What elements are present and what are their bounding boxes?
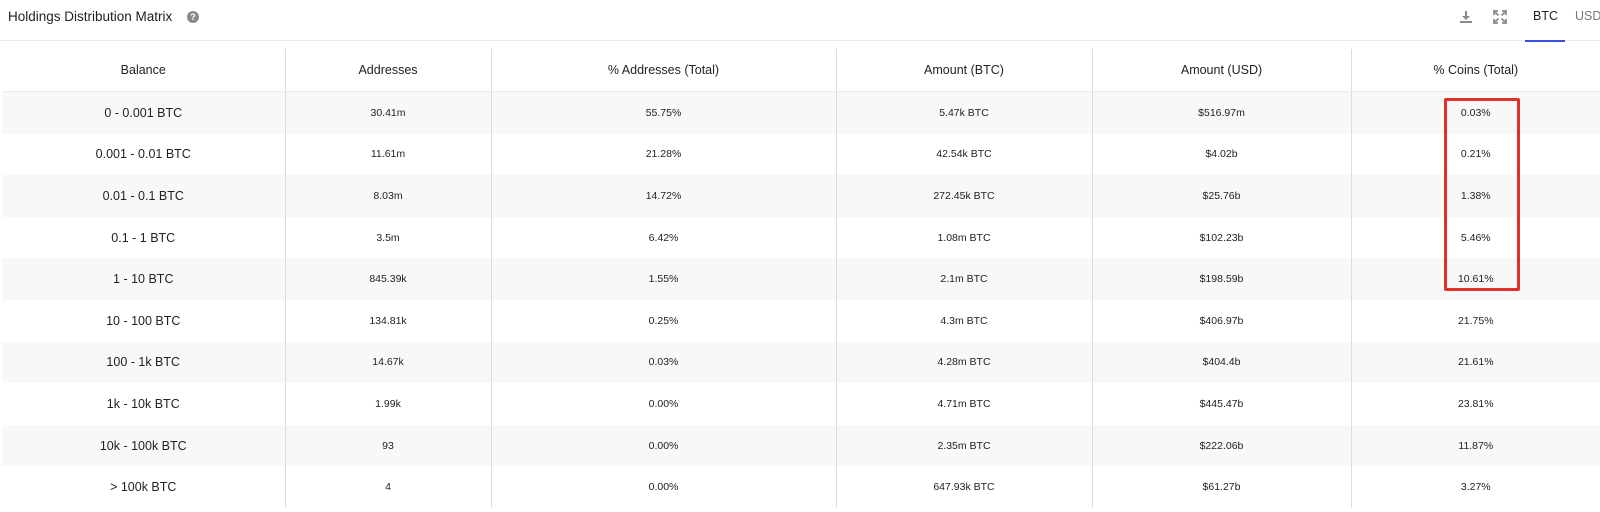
amount-btc-cell: 272.45k BTC: [835, 175, 1092, 217]
amount-btc-cell: 5.47k BTC: [835, 91, 1092, 134]
addresses-cell: 8.03m: [284, 175, 491, 217]
balance-cell: 1k - 10k BTC: [2, 383, 285, 425]
download-icon[interactable]: [1457, 8, 1475, 26]
table-row: 10 - 100 BTC 134.81k 0.25% 4.3m BTC $406.97b…: [2, 299, 1600, 342]
amount-btc-cell: 1.08m BTC: [835, 216, 1092, 259]
pct-addresses-cell: 55.75%: [490, 91, 836, 134]
amount-btc-cell: 647.93k BTC: [835, 466, 1092, 508]
active-tab-indicator: [1525, 40, 1565, 42]
table-row: 0 - 0.001 BTC 30.41m 55.75% 5.47k BTC $516.9…: [2, 91, 1600, 134]
pct-addresses-cell: 6.42%: [490, 216, 836, 259]
amount-usd-cell: $25.76b: [1091, 175, 1351, 217]
pct-addresses-cell: 14.72%: [490, 175, 836, 217]
pct-coins-cell: 23.81%: [1350, 383, 1600, 425]
pct-addresses-cell: 0.03%: [490, 341, 836, 384]
pct-addresses-cell: 0.00%: [490, 466, 836, 508]
addresses-cell: 11.61m: [284, 133, 491, 176]
pct-addresses-cell: 0.00%: [490, 424, 836, 467]
panel-title: Holdings Distribution Matrix: [8, 9, 173, 24]
pct-coins-cell: 21.61%: [1350, 341, 1600, 384]
balance-cell: > 100k BTC: [2, 466, 285, 508]
balance-cell: 10k - 100k BTC: [2, 424, 285, 467]
amount-btc-cell: 2.35m BTC: [835, 424, 1092, 467]
holdings-table: Balance Addresses % Addresses (Total) Am…: [2, 49, 1600, 508]
addresses-cell: 1.99k: [284, 383, 491, 425]
table-row: > 100k BTC 4 0.00% 647.93k BTC $61.27b 3.27%: [2, 466, 1600, 508]
column-header-amount-btc[interactable]: Amount (BTC): [835, 49, 1092, 92]
pct-coins-cell: 5.46%: [1350, 216, 1600, 259]
amount-usd-cell: $222.06b: [1091, 424, 1351, 467]
amount-usd-cell: $406.97b: [1091, 299, 1351, 342]
balance-cell: 100 - 1k BTC: [2, 341, 285, 384]
amount-usd-cell: $102.23b: [1091, 216, 1351, 259]
balance-cell: 0.1 - 1 BTC: [2, 216, 285, 259]
table-row: 0.1 - 1 BTC 3.5m 6.42% 1.08m BTC $102.23b 5.4…: [2, 216, 1600, 259]
pct-coins-cell: 0.03%: [1350, 91, 1600, 134]
amount-btc-cell: 42.54k BTC: [835, 133, 1092, 176]
amount-usd-cell: $445.47b: [1091, 383, 1351, 425]
table-header-row: Balance Addresses % Addresses (Total) Am…: [2, 49, 1600, 92]
balance-cell: 0 - 0.001 BTC: [2, 91, 285, 134]
pct-coins-cell: 1.38%: [1350, 175, 1600, 217]
amount-usd-cell: $516.97m: [1091, 91, 1351, 134]
column-header-pct-coins[interactable]: % Coins (Total): [1350, 49, 1600, 92]
addresses-cell: 845.39k: [284, 258, 491, 300]
amount-usd-cell: $61.27b: [1091, 466, 1351, 508]
amount-btc-cell: 2.1m BTC: [835, 258, 1092, 300]
expand-icon[interactable]: [1491, 8, 1509, 26]
column-header-addresses[interactable]: Addresses: [284, 49, 491, 92]
question-circle-icon[interactable]: ?: [187, 11, 199, 23]
table-row: 0.001 - 0.01 BTC 11.61m 21.28% 42.54k BTC $4…: [2, 133, 1600, 176]
pct-addresses-cell: 0.25%: [490, 299, 836, 342]
column-header-amount-usd[interactable]: Amount (USD): [1091, 49, 1351, 92]
addresses-cell: 14.67k: [284, 341, 491, 384]
pct-coins-cell: 10.61%: [1350, 258, 1600, 300]
pct-coins-cell: 0.21%: [1350, 133, 1600, 176]
column-header-pct-addresses[interactable]: % Addresses (Total): [490, 49, 836, 92]
pct-addresses-cell: 21.28%: [490, 133, 836, 176]
table-row: 1 - 10 BTC 845.39k 1.55% 2.1m BTC $198.59b 10…: [2, 258, 1600, 300]
panel-header: Holdings Distribution Matrix ? BTC USD: [0, 0, 1600, 42]
balance-cell: 0.01 - 0.1 BTC: [2, 175, 285, 217]
tab-usd[interactable]: USD: [1575, 9, 1600, 23]
table-row: 100 - 1k BTC 14.67k 0.03% 4.28m BTC $404.4b 2…: [2, 341, 1600, 384]
amount-usd-cell: $198.59b: [1091, 258, 1351, 300]
table-row: 0.01 - 0.1 BTC 8.03m 14.72% 272.45k BTC $25.…: [2, 175, 1600, 217]
balance-cell: 0.001 - 0.01 BTC: [2, 133, 285, 176]
amount-btc-cell: 4.3m BTC: [835, 299, 1092, 342]
amount-usd-cell: $404.4b: [1091, 341, 1351, 384]
addresses-cell: 4: [284, 466, 491, 508]
addresses-cell: 3.5m: [284, 216, 491, 259]
addresses-cell: 134.81k: [284, 299, 491, 342]
column-header-balance[interactable]: Balance: [2, 49, 285, 92]
balance-cell: 10 - 100 BTC: [2, 299, 285, 342]
pct-addresses-cell: 0.00%: [490, 383, 836, 425]
balance-cell: 1 - 10 BTC: [2, 258, 285, 300]
tab-btc[interactable]: BTC: [1533, 9, 1558, 23]
pct-coins-cell: 3.27%: [1350, 466, 1600, 508]
table-row: 10k - 100k BTC 93 0.00% 2.35m BTC $222.06b 11…: [2, 424, 1600, 467]
table-row: 1k - 10k BTC 1.99k 0.00% 4.71m BTC $445.47b 2…: [2, 383, 1600, 425]
amount-btc-cell: 4.71m BTC: [835, 383, 1092, 425]
amount-btc-cell: 4.28m BTC: [835, 341, 1092, 384]
addresses-cell: 93: [284, 424, 491, 467]
pct-addresses-cell: 1.55%: [490, 258, 836, 300]
pct-coins-cell: 11.87%: [1350, 424, 1600, 467]
amount-usd-cell: $4.02b: [1091, 133, 1351, 176]
addresses-cell: 30.41m: [284, 91, 491, 134]
pct-coins-cell: 21.75%: [1350, 299, 1600, 342]
